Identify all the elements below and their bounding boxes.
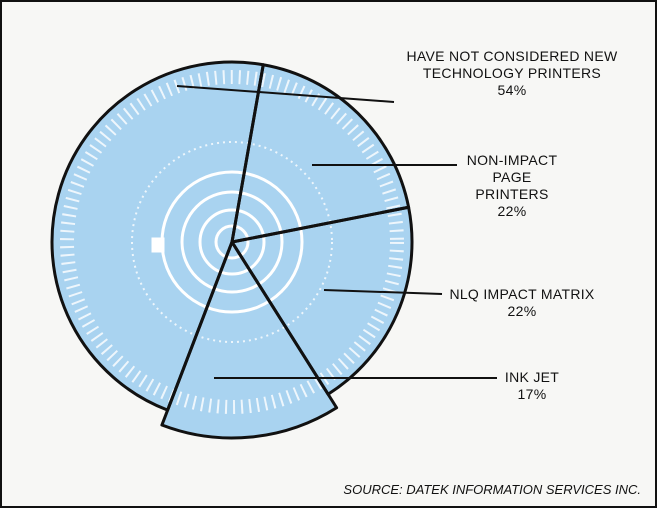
slice-label: NLQ IMPACT MATRIX [449,286,595,302]
pie-slice [232,64,409,242]
label-group: NLQ IMPACT MATRIX 22% [442,286,602,320]
value-label: 22% [497,203,527,219]
slice-outline [160,240,339,440]
pie-slice [51,61,264,411]
pie-slice [232,207,412,395]
slice-outline [230,63,411,244]
slice-label: INK JET [504,369,560,385]
slice-label: NON-IMPACT PAGE PRINTERS [466,152,558,202]
leader-lines [176,85,497,379]
value-label: 54% [497,82,527,98]
label-group: HAVE NOT CONSIDERED NEW TECHNOLOGY PRINT… [377,48,647,99]
slice-outline [230,205,414,396]
label-group: INK JET 17% [492,369,572,403]
label-group: NON-IMPACT PAGE PRINTERS 22% [457,152,567,220]
source: SOURCE: DATEK INFORMATION SERVICES INC. [343,482,641,497]
decoration [60,70,404,414]
value-label: 17% [517,386,547,402]
slice-outline [50,60,265,412]
slice-label: HAVE NOT CONSIDERED NEW TECHNOLOGY PRINT… [406,48,618,81]
value-label: 22% [507,303,537,319]
